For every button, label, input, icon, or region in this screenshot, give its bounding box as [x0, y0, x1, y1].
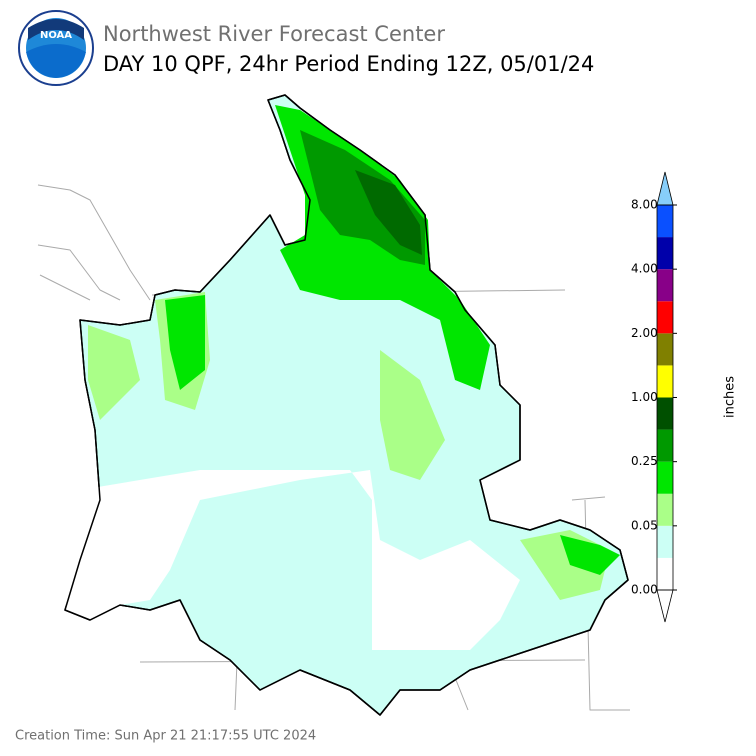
- colorbar-bin: [657, 333, 673, 366]
- colorbar-tick-label: 0.05: [631, 518, 658, 532]
- creation-time: Creation Time: Sun Apr 21 21:17:55 UTC 2…: [15, 729, 316, 744]
- colorbar-bin: [657, 397, 673, 430]
- colorbar-bin: [657, 301, 673, 334]
- colorbar-unit: inches: [723, 376, 738, 418]
- colorbar-over: [656, 171, 674, 206]
- noaa-logo: NOAA: [18, 10, 94, 86]
- colorbar-bin: [657, 237, 673, 270]
- colorbar-tick-label: 0.25: [631, 454, 658, 468]
- colorbar-bin: [657, 365, 673, 398]
- org-title: Northwest River Forecast Center: [103, 22, 445, 46]
- colorbar-bin: [657, 205, 673, 238]
- colorbar-tick-label: 4.00: [631, 262, 658, 276]
- colorbar-bin: [657, 557, 673, 590]
- colorbar-bin: [657, 493, 673, 526]
- map-title: DAY 10 QPF, 24hr Period Ending 12Z, 05/0…: [103, 52, 594, 76]
- logo-text: NOAA: [40, 30, 72, 41]
- colorbar-bin: [657, 429, 673, 462]
- colorbar-bin: [657, 525, 673, 558]
- colorbar-tick-label: 0.00: [631, 583, 658, 597]
- colorbar-bin: [657, 269, 673, 302]
- colorbar-tick-label: 8.00: [631, 198, 658, 212]
- colorbar-under: [656, 589, 674, 623]
- colorbar-tick-label: 2.00: [631, 326, 658, 340]
- colorbar-tick-label: 1.00: [631, 390, 658, 404]
- colorbar: 0.00 0.05 0.25 1.00 2.00 4.00 8.00: [631, 171, 677, 623]
- colorbar-bin: [657, 461, 673, 494]
- map: [37, 94, 630, 716]
